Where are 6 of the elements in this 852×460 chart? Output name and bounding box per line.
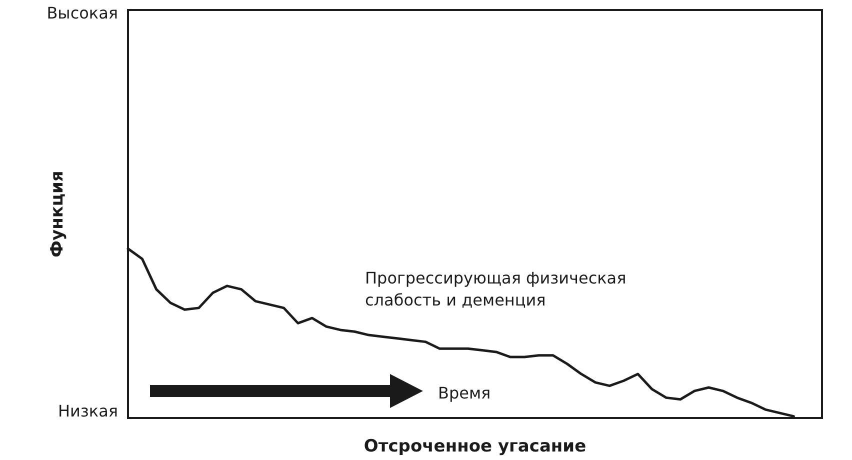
text: Высокая bbox=[46, 4, 118, 22]
x-axis-title: Отсроченное угасание bbox=[364, 436, 586, 456]
annotation: Прогрессирующая физическая слабость и деменция bbox=[365, 268, 626, 310]
text: Низкая bbox=[58, 402, 118, 420]
y-axis-title: Функция bbox=[48, 170, 68, 258]
annotation: Время bbox=[438, 384, 491, 402]
